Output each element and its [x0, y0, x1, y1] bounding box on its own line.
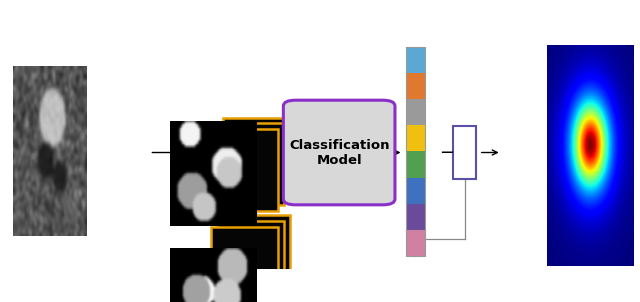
Bar: [406, 151, 425, 178]
Bar: [406, 73, 425, 99]
Bar: [406, 178, 425, 204]
Bar: [218, 221, 284, 302]
Text: . . .: . . .: [216, 143, 246, 162]
Bar: [406, 230, 425, 256]
Bar: [211, 129, 278, 211]
Bar: [406, 99, 425, 125]
Bar: [211, 227, 278, 302]
Bar: [454, 126, 476, 179]
Bar: [218, 124, 284, 205]
Bar: [223, 215, 291, 297]
Text: −: −: [440, 143, 454, 162]
Bar: [223, 118, 291, 199]
Bar: [406, 47, 425, 73]
Bar: [406, 47, 425, 256]
Text: Classification
Model: Classification Model: [289, 139, 389, 166]
FancyBboxPatch shape: [284, 100, 395, 205]
Bar: [406, 204, 425, 230]
Bar: [406, 125, 425, 151]
